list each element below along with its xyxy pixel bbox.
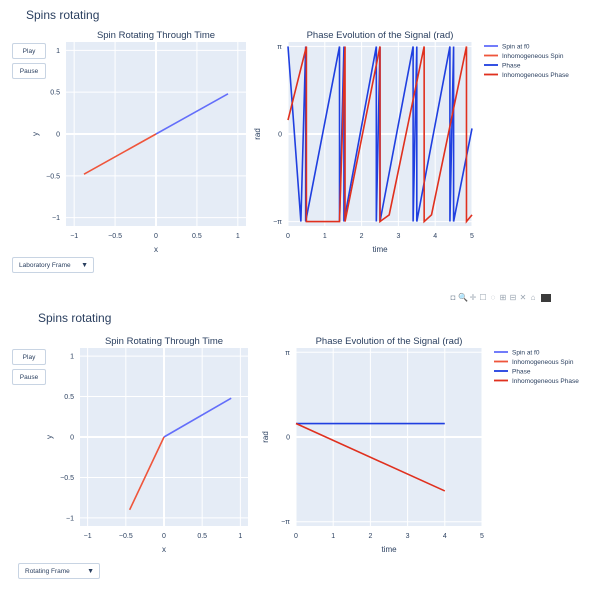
- zoom-in-icon[interactable]: ⊞: [499, 293, 507, 302]
- frame-dropdown[interactable]: Rotating Frame ▼: [18, 563, 100, 579]
- x-tick-label: −0.5: [119, 533, 133, 540]
- chart-title: Phase Evolution of the Signal (rad): [307, 30, 454, 41]
- x-tick-label: 5: [480, 533, 484, 540]
- legend-item: Spin at f0: [502, 44, 530, 51]
- modebar: ◘ 🔍 ✛ ☐ ◌ ⊞ ⊟ ✕ ⌂: [448, 293, 551, 305]
- x-axis-label: x: [154, 245, 158, 254]
- zoom-out-icon[interactable]: ⊟: [509, 293, 517, 302]
- y-tick-label: π: [277, 44, 282, 51]
- x-tick-label: −1: [70, 233, 78, 240]
- y-tick-label: π: [285, 350, 290, 357]
- chevron-down-icon: ▼: [81, 262, 88, 269]
- y-tick-label: 0.5: [50, 90, 60, 97]
- autoscale-icon[interactable]: ✕: [519, 293, 527, 302]
- y-tick-label: −0.5: [60, 475, 74, 482]
- y-tick-label: 1: [70, 354, 74, 361]
- x-tick-label: −0.5: [108, 233, 122, 240]
- panel-1-heading: Spins rotating: [26, 8, 100, 22]
- y-tick-label: −π: [273, 219, 282, 226]
- spin-chart-1[interactable]: −1 −0.5 0 0.5 1 −1 −0.5 0 0.5 1 Spin Rotating Thro…: [0, 0, 606, 293]
- legend-item: Inhomogeneous Phase: [512, 378, 579, 385]
- x-tick-label: 0: [294, 533, 298, 540]
- reset-axes-icon[interactable]: ⌂: [530, 293, 536, 302]
- frame-dropdown-label: Laboratory Frame: [19, 262, 71, 269]
- series-line-inhomogeneous-phase: [287, 46, 473, 224]
- x-tick-label: −1: [84, 533, 92, 540]
- frame-dropdown[interactable]: Laboratory Frame ▼: [12, 257, 94, 273]
- x-tick-label: 1: [236, 233, 240, 240]
- legend-item: Inhomogeneous Spin: [502, 53, 564, 60]
- phase-chart-1[interactable]: 0 1 2 3 4 5 −π 0 π Phase Evolution of the Signal …: [0, 0, 606, 293]
- chart-title: Spin Rotating Through Time: [97, 30, 215, 41]
- legend-item: Inhomogeneous Phase: [502, 72, 569, 79]
- x-tick-label: 1: [331, 533, 335, 540]
- series-line-inhomogeneous-spin: [83, 133, 157, 175]
- y-axis-label: rad: [253, 128, 262, 140]
- legend-item: Phase: [512, 369, 531, 376]
- series-line-inhomogeneous-spin: [128, 436, 165, 511]
- y-tick-label: −1: [52, 215, 60, 222]
- x-tick-label: 0: [286, 233, 290, 240]
- camera-icon[interactable]: ◘: [450, 293, 456, 302]
- pause-button[interactable]: Pause: [12, 63, 46, 79]
- y-tick-label: 0: [70, 435, 74, 442]
- play-button[interactable]: Play: [12, 349, 46, 365]
- y-tick-label: −0.5: [46, 173, 60, 180]
- x-tick-label: 3: [406, 533, 410, 540]
- x-tick-label: 1: [323, 233, 327, 240]
- y-axis-label: y: [45, 435, 54, 439]
- x-axis-label: time: [381, 545, 397, 554]
- x-tick-label: 4: [443, 533, 447, 540]
- legend-item: Spin at f0: [512, 350, 540, 357]
- lasso-icon[interactable]: ◌: [490, 293, 496, 302]
- x-tick-label: 2: [360, 233, 364, 240]
- y-axis-label: y: [31, 132, 40, 136]
- x-tick-label: 4: [433, 233, 437, 240]
- series-line-spin-at-f0: [163, 397, 232, 438]
- x-tick-label: 0: [162, 533, 166, 540]
- x-axis-label: time: [372, 245, 388, 254]
- chart-title: Spin Rotating Through Time: [105, 336, 223, 347]
- x-tick-label: 5: [470, 233, 474, 240]
- pan-icon[interactable]: ✛: [469, 293, 477, 302]
- y-tick-label: 0: [286, 435, 290, 442]
- series-line-spin-at-f0: [155, 93, 229, 135]
- pause-button[interactable]: Pause: [12, 369, 46, 385]
- legend-item: Inhomogeneous Spin: [512, 359, 574, 366]
- y-axis-label: rad: [261, 431, 270, 443]
- y-tick-label: −1: [66, 515, 74, 522]
- x-tick-label: 3: [396, 233, 400, 240]
- chevron-down-icon: ▼: [87, 568, 94, 575]
- y-tick-label: 0.5: [64, 394, 74, 401]
- box-select-icon[interactable]: ☐: [479, 293, 487, 302]
- series-line-inhomogeneous-phase: [295, 422, 446, 492]
- y-tick-label: 0: [278, 132, 282, 139]
- y-tick-label: −π: [281, 519, 290, 526]
- x-tick-label: 2: [368, 533, 372, 540]
- x-tick-label: 1: [238, 533, 242, 540]
- x-tick-label: 0: [154, 233, 158, 240]
- x-tick-label: 0.5: [192, 233, 202, 240]
- x-tick-label: 0.5: [197, 533, 207, 540]
- x-axis-label: x: [162, 545, 166, 554]
- panel-2-heading: Spins rotating: [38, 311, 112, 325]
- y-tick-label: 0: [56, 132, 60, 139]
- legend-item: Phase: [502, 63, 521, 70]
- y-tick-label: 1: [56, 48, 60, 55]
- zoom-icon[interactable]: 🔍: [458, 293, 468, 302]
- play-button[interactable]: Play: [12, 43, 46, 59]
- plotly-logo[interactable]: [541, 293, 551, 302]
- frame-dropdown-label: Rotating Frame: [25, 568, 70, 575]
- chart-title: Phase Evolution of the Signal (rad): [316, 336, 463, 347]
